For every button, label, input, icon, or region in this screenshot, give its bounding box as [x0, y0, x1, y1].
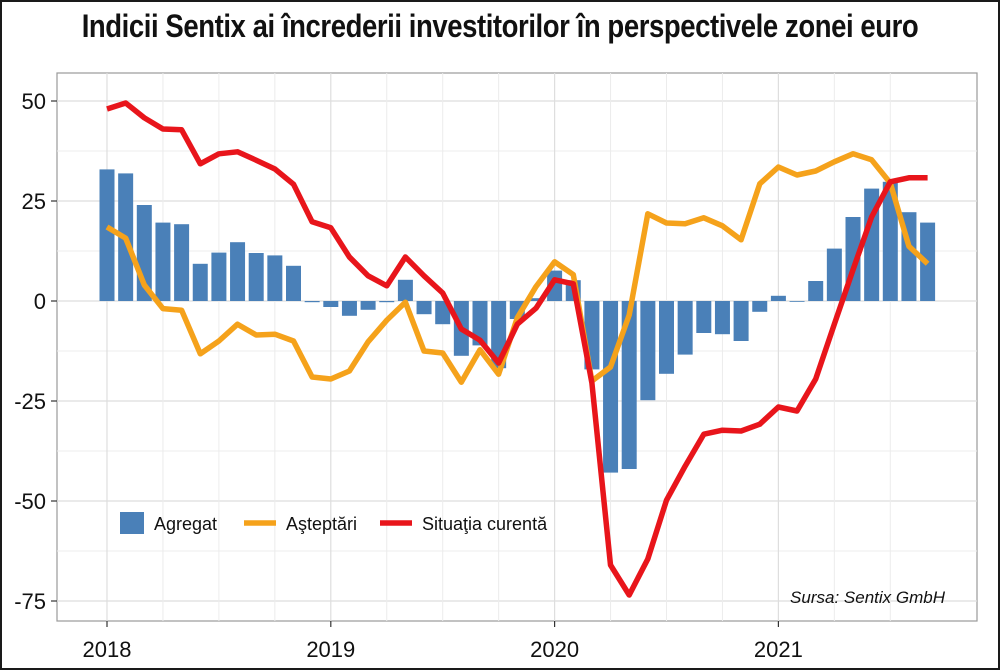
bar-agregat	[640, 301, 656, 401]
y-tick-label: 0	[34, 289, 46, 314]
bar-agregat	[323, 301, 339, 307]
chart-title: Indicii Sentix ai încrederii investitori…	[81, 8, 919, 44]
x-tick-label: 2018	[83, 637, 132, 662]
bar-agregat	[826, 248, 842, 301]
bar-agregat	[379, 301, 395, 303]
bar-agregat	[267, 255, 283, 301]
bar-agregat	[192, 263, 208, 301]
bar-agregat	[360, 301, 376, 310]
y-tick-label: 50	[22, 89, 46, 114]
bar-agregat	[882, 181, 898, 301]
legend-label-asteptari: Aşteptări	[286, 514, 357, 534]
bar-agregat	[789, 301, 805, 302]
bar-agregat	[621, 301, 637, 469]
x-tick-label: 2019	[306, 637, 355, 662]
bar-agregat	[435, 301, 451, 325]
x-tick-label: 2021	[754, 637, 803, 662]
bar-agregat	[752, 301, 768, 312]
y-tick-label: -75	[14, 589, 46, 614]
y-tick-label: 25	[22, 189, 46, 214]
legend-label-agregat: Agregat	[154, 514, 217, 534]
bar-agregat	[341, 301, 357, 316]
bar-agregat	[696, 301, 712, 333]
bar-agregat	[603, 301, 619, 473]
bar-agregat	[472, 301, 488, 346]
bar-agregat	[211, 252, 227, 301]
y-tick-label: -50	[14, 489, 46, 514]
legend-label-situatia-curenta: Situaţia curentă	[422, 514, 548, 534]
bar-agregat	[808, 281, 824, 301]
bar-agregat	[99, 169, 115, 301]
bar-agregat	[733, 301, 749, 341]
bar-agregat	[155, 222, 171, 301]
line-asteptari	[105, 151, 930, 385]
legend-swatch-agregat	[120, 512, 144, 534]
bar-agregat	[659, 301, 674, 374]
legend: Agregat Aşteptări Situaţia curentă	[120, 512, 548, 534]
bar-agregat	[714, 301, 730, 335]
y-tick-label: -25	[14, 389, 46, 414]
bar-agregat	[677, 301, 693, 355]
bar-agregat	[397, 279, 413, 301]
x-tick-label: 2020	[530, 637, 579, 662]
bar-agregat	[248, 253, 264, 301]
bar-agregat	[230, 242, 246, 301]
bar-agregat	[770, 295, 786, 301]
bar-agregat	[304, 301, 320, 303]
bar-agregat	[528, 298, 544, 301]
bar-agregat	[174, 224, 190, 301]
bar-agregat	[286, 265, 301, 301]
axes: 50 25 0 -25 -50 -75 2018 2019 2020 2021	[14, 89, 803, 662]
bar-agregat	[416, 301, 432, 315]
bar-agregat	[864, 188, 880, 301]
line-situatia-curenta	[106, 100, 928, 598]
line-series	[105, 100, 930, 598]
source-note: Sursa: Sentix GmbH	[790, 588, 946, 607]
